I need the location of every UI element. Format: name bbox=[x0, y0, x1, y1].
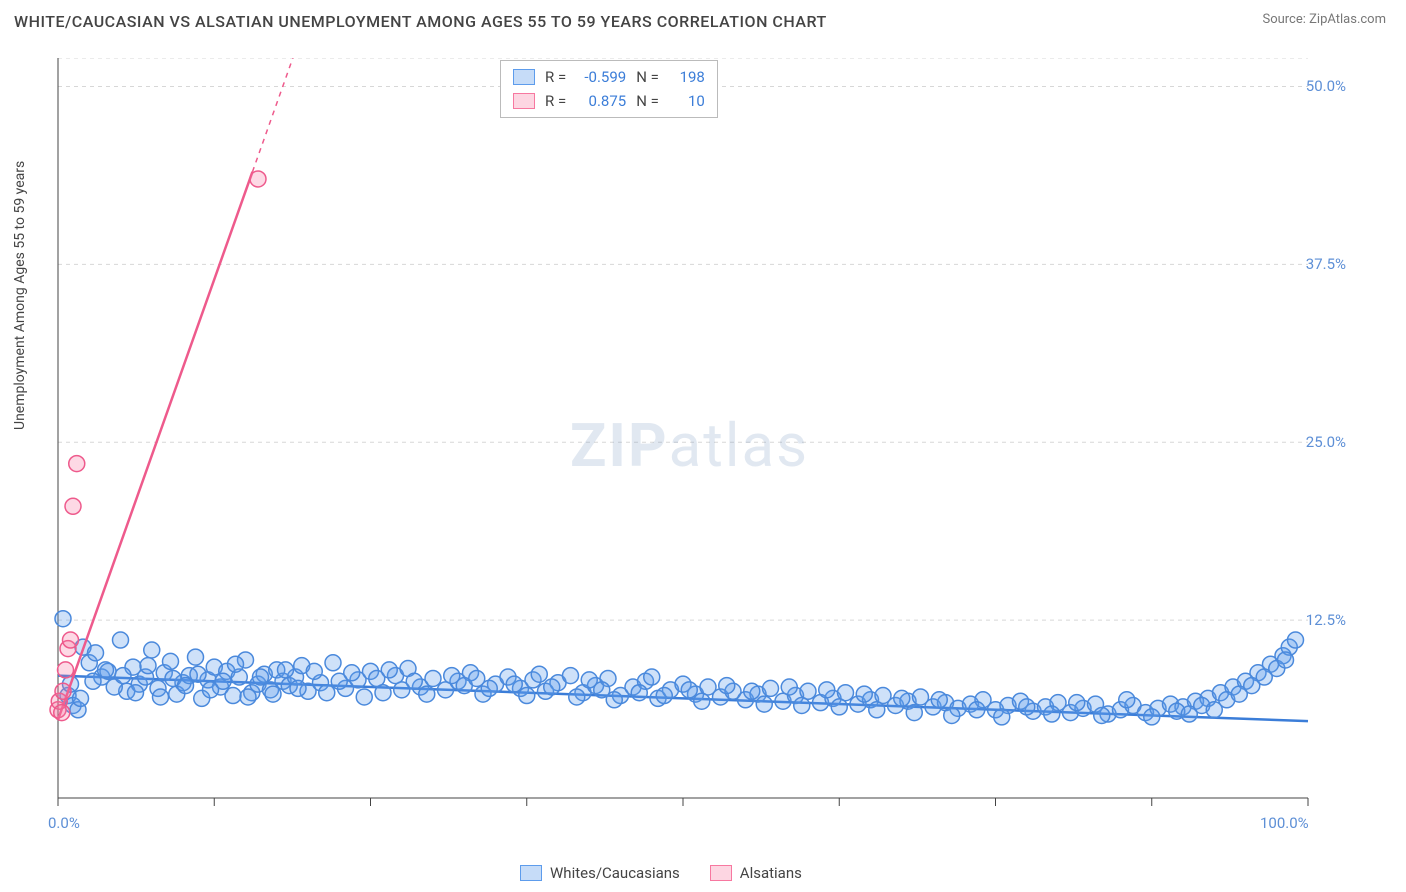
stats-row-blue: R = -0.599 N = 198 bbox=[513, 65, 705, 89]
chart-area: 12.5%25.0%37.5%50.0%0.0%100.0% bbox=[48, 58, 1354, 808]
legend-item-whites: Whites/Caucasians bbox=[520, 864, 680, 882]
title-bar: WHITE/CAUCASIAN VS ALSATIAN UNEMPLOYMENT… bbox=[0, 0, 1406, 31]
legend-label-alsatians: Alsatians bbox=[740, 864, 802, 882]
y-tick-label: 25.0% bbox=[1306, 433, 1346, 451]
n-value-pink: 10 bbox=[669, 92, 705, 110]
chart-title: WHITE/CAUCASIAN VS ALSATIAN UNEMPLOYMENT… bbox=[14, 12, 827, 31]
legend-swatch-blue bbox=[520, 865, 542, 881]
n-value-blue: 198 bbox=[669, 68, 705, 86]
r-label-blue: R = bbox=[545, 68, 566, 86]
y-tick-label: 50.0% bbox=[1306, 77, 1346, 95]
source-label: Source: ZipAtlas.com bbox=[1262, 12, 1386, 27]
stats-row-pink: R = 0.875 N = 10 bbox=[513, 89, 705, 113]
y-tick-label: 12.5% bbox=[1306, 611, 1346, 629]
n-label-blue: N = bbox=[636, 68, 659, 86]
x-tick-label: 100.0% bbox=[1260, 814, 1309, 832]
legend-item-alsatians: Alsatians bbox=[710, 864, 802, 882]
y-tick-label: 37.5% bbox=[1306, 255, 1346, 273]
swatch-pink bbox=[513, 93, 535, 109]
y-axis-label: Unemployment Among Ages 55 to 59 years bbox=[12, 161, 28, 430]
r-label-pink: R = bbox=[545, 92, 566, 110]
n-label-pink: N = bbox=[636, 92, 659, 110]
correlation-chart bbox=[48, 58, 1354, 808]
legend-swatch-pink bbox=[710, 865, 732, 881]
x-tick-label: 0.0% bbox=[48, 814, 80, 832]
swatch-blue bbox=[513, 69, 535, 85]
legend-label-whites: Whites/Caucasians bbox=[550, 864, 680, 882]
r-value-pink: 0.875 bbox=[576, 92, 626, 110]
bottom-legend: Whites/Caucasians Alsatians bbox=[520, 864, 802, 882]
r-value-blue: -0.599 bbox=[576, 68, 626, 86]
stats-legend-box: R = -0.599 N = 198 R = 0.875 N = 10 bbox=[500, 60, 718, 118]
